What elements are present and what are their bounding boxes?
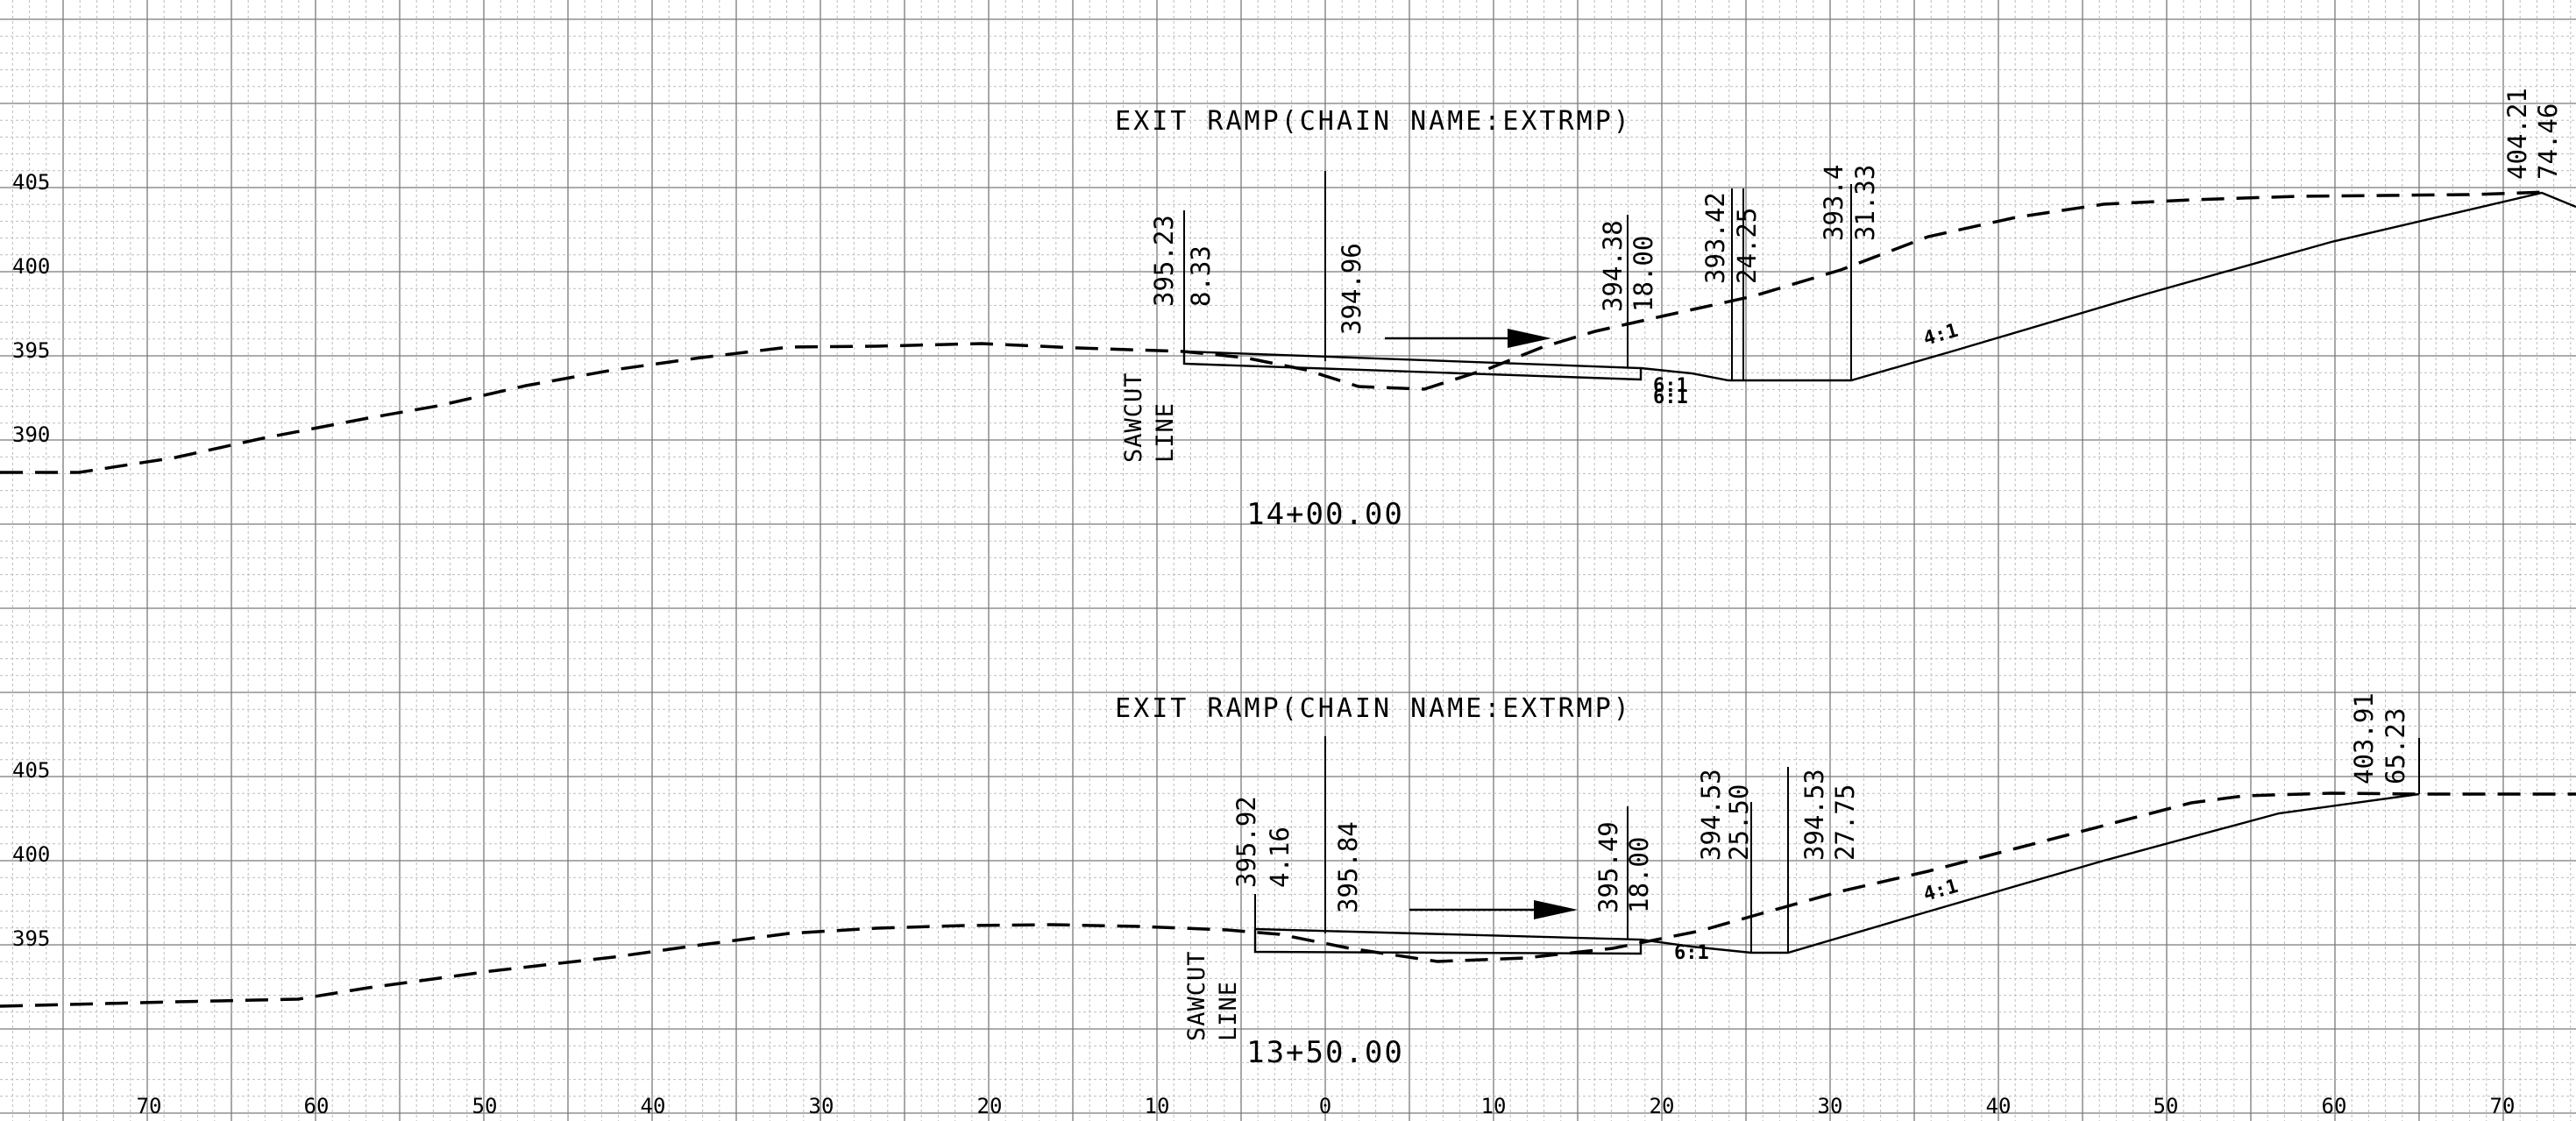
elevation-annotation: 395.23 [1149, 215, 1179, 307]
slope-label: 6:1 [1674, 942, 1709, 964]
existing-ground-line [0, 190, 2551, 474]
elevation-label: 390 [12, 422, 50, 447]
elevation-label: 405 [12, 170, 50, 195]
elevation-annotation: 394.53 [1799, 769, 1829, 861]
slope-label: 6:1 [1653, 375, 1688, 397]
offset-annotation: 74.46 [2533, 103, 2563, 180]
proposed-pavement-top [1253, 927, 1643, 955]
offset-annotation: 25.50 [1724, 784, 1754, 861]
elevation-annotation: 393.4 [1819, 165, 1849, 241]
elevation-label: 405 [12, 758, 50, 783]
proposed-grade-line [1640, 191, 2576, 382]
offset-annotation: 24.25 [1732, 208, 1762, 284]
offset-annotation: 27.75 [1830, 784, 1860, 861]
offset-annotation: 18.00 [1629, 236, 1658, 312]
elevation-label: 400 [12, 842, 50, 867]
x-axis-label: 0 [1319, 1094, 1331, 1118]
slope-label: 6:1 [1653, 387, 1688, 408]
offset-annotation: 18.00 [1624, 837, 1654, 913]
sawcut-label: LINE [1215, 981, 1242, 1041]
elevation-annotation: 395.49 [1593, 821, 1623, 913]
x-axis-labels: 70 60 50 40 30 20 10 0 10 20 30 40 50 60… [137, 1094, 2516, 1118]
proposed-pavement-top [1182, 350, 1643, 381]
elevation-annotation: 393.42 [1700, 192, 1730, 284]
sawcut-label: SAWCUT [1183, 950, 1210, 1041]
elevation-annotation: 394.96 [1337, 243, 1366, 335]
x-axis-label: 10 [1145, 1094, 1170, 1118]
x-axis-label: 30 [809, 1094, 834, 1118]
direction-arrow-head [1534, 900, 1578, 919]
x-axis-label: 60 [304, 1094, 330, 1118]
elevation-label: 395 [12, 926, 50, 951]
elevation-annotation: 403.91 [2349, 692, 2379, 784]
elevation-label: 400 [12, 254, 50, 279]
elevation-label: 395 [12, 338, 50, 363]
elevation-annotation: 404.21 [2502, 88, 2532, 180]
offset-annotation: 4.16 [1265, 827, 1295, 888]
x-axis-label: 10 [1481, 1094, 1507, 1118]
cross-section-13+50: EXIT RAMP(CHAIN NAME:EXTRMP) 405 400 395… [0, 692, 2576, 1070]
direction-arrow-head [1508, 329, 1551, 348]
section-title: EXIT RAMP(CHAIN NAME:EXTRMP) [1115, 106, 1632, 137]
elevation-annotation: 394.53 [1696, 769, 1726, 861]
x-axis-label: 40 [1986, 1094, 2012, 1118]
sawcut-label: SAWCUT [1120, 372, 1147, 463]
x-axis-label: 50 [2154, 1094, 2179, 1118]
elevation-annotation: 395.84 [1333, 821, 1363, 913]
elevation-annotation: 394.38 [1598, 220, 1628, 312]
station-label: 14+00.00 [1246, 497, 1404, 532]
sawcut-label: LINE [1152, 402, 1179, 463]
section-title: EXIT RAMP(CHAIN NAME:EXTRMP) [1115, 693, 1632, 724]
x-axis-label: 70 [2490, 1094, 2516, 1118]
existing-ground-line [0, 791, 2576, 1008]
offset-annotation: 31.33 [1850, 165, 1880, 241]
proposed-grade-line [1640, 792, 2420, 954]
offset-annotation: 8.33 [1186, 245, 1216, 307]
x-axis-label: 20 [1650, 1094, 1675, 1118]
x-axis-label: 40 [641, 1094, 666, 1118]
x-axis-label: 30 [1818, 1094, 1843, 1118]
elevation-annotation: 395.92 [1231, 796, 1261, 888]
x-axis-label: 60 [2322, 1094, 2347, 1118]
x-axis-label: 20 [977, 1094, 1003, 1118]
x-axis-label: 50 [472, 1094, 498, 1118]
station-label: 13+50.00 [1246, 1035, 1404, 1070]
x-axis-label: 70 [137, 1094, 162, 1118]
offset-annotation: 65.23 [2381, 708, 2410, 784]
